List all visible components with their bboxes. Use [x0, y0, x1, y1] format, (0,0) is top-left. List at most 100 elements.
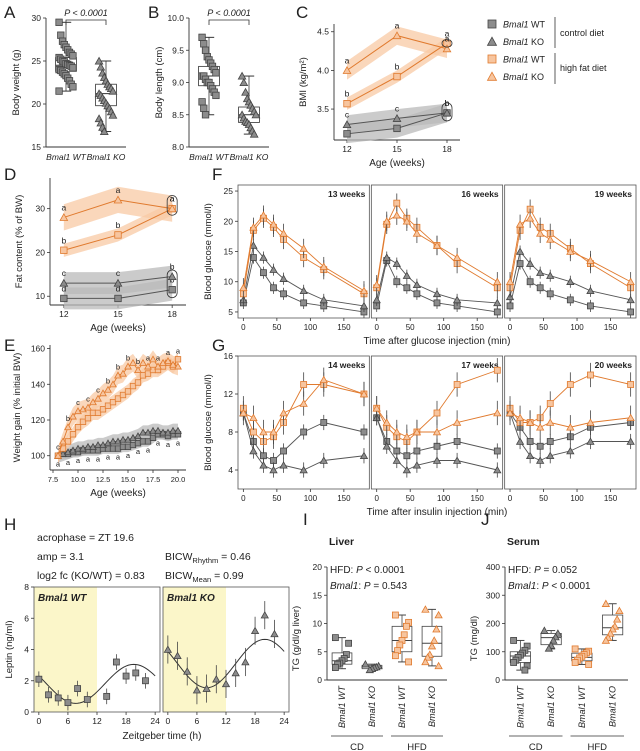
significance-letter: a [136, 447, 141, 456]
category-label: Bmal1 KO [367, 686, 377, 727]
data-point [45, 691, 52, 699]
y-tick-label: 10.0 [167, 13, 184, 23]
facet: 0 50 100 150 20 weeks [504, 355, 637, 503]
data-point [453, 438, 461, 445]
significance-letter: a [116, 185, 121, 195]
data-point [392, 259, 401, 267]
legend-group-label: control diet [560, 28, 605, 38]
data-point [493, 408, 502, 417]
panel-title: Liver [329, 536, 354, 548]
group-outline [166, 269, 178, 299]
data-point [331, 634, 339, 642]
y-tick-label: 9.5 [172, 45, 184, 55]
data-point [402, 622, 410, 630]
data-point [69, 412, 77, 420]
data-point [319, 456, 328, 464]
y-tick-label: 30 [36, 204, 46, 214]
x-tick-label: 15 [113, 309, 123, 319]
data-point [392, 427, 401, 436]
data-point [119, 369, 127, 377]
data-point [112, 658, 120, 666]
genotype-stat: Bmal1: P < 0.0001 [508, 581, 591, 592]
x-tick-label: 18 [442, 144, 452, 154]
y-tick-label: 160 [31, 344, 45, 354]
data-point [393, 199, 401, 207]
y-tick-label: 10 [36, 291, 46, 301]
data-point [114, 294, 122, 303]
x-tick-label: 100 [437, 494, 451, 503]
data-point [571, 645, 579, 653]
data-point [319, 295, 328, 304]
x-tick-label: 0 [374, 323, 379, 332]
facet-frame [504, 184, 637, 319]
data-point [173, 651, 182, 659]
x-tick-label: 12 [59, 309, 69, 319]
panel-letter-a: A [4, 3, 16, 22]
data-point [432, 624, 441, 633]
data-point [169, 426, 177, 434]
data-point [134, 366, 142, 374]
y-tick-label: 15 [224, 247, 234, 257]
data-point [392, 456, 401, 464]
significance-letter: b [61, 235, 66, 245]
data-point [493, 366, 501, 374]
data-point [319, 262, 328, 270]
data-point [361, 660, 370, 668]
data-point [412, 280, 422, 289]
data-point [167, 272, 177, 281]
facet-title: Bmal1 KO [167, 593, 215, 604]
facet: 0 6 12 18 24 Bmal1 KO [162, 586, 290, 726]
y-tick-label: 8.0 [172, 142, 184, 152]
genotype-stat: Bmal1: P = 0.543 [330, 581, 407, 592]
data-point [393, 278, 401, 286]
data-point [546, 290, 554, 298]
data-point [432, 289, 442, 298]
hfd-stat: HFD: P < 0.0001 [330, 565, 405, 576]
panel-i: Liver HFD: P < 0.0001 Bmal1: P = 0.543 0 5 10… [291, 536, 447, 751]
data-point [393, 124, 401, 133]
data-point [402, 217, 412, 225]
data-point [109, 437, 117, 445]
y-axis-title: TG (g/dl/g liver) [291, 606, 302, 671]
data-point [249, 129, 259, 138]
significance-letter: a [146, 445, 151, 454]
y-tick-label: 6 [24, 613, 29, 623]
data-point [251, 110, 261, 119]
data-point [413, 290, 421, 298]
data-point [144, 370, 152, 377]
data-point [372, 295, 381, 304]
data-point [396, 641, 404, 649]
data-point [259, 427, 268, 436]
data-point [345, 639, 353, 647]
significance-letter: b [116, 220, 121, 230]
amplitude-stat: amp = 3.1 [37, 551, 84, 563]
x-tick-label: 50 [539, 494, 548, 503]
y-tick-label: 9.0 [172, 78, 184, 88]
y-tick-label: 400 [486, 562, 500, 572]
x-tick-label: 12 [92, 716, 102, 726]
data-point [142, 677, 149, 685]
facet-title: 17 weeks [461, 360, 499, 370]
data-point [393, 72, 401, 81]
data-point [109, 398, 117, 406]
significance-letter: a [395, 21, 400, 31]
data-point [626, 295, 635, 304]
data-point [546, 438, 554, 445]
data-point [382, 217, 391, 225]
y-tick-label: 20 [36, 247, 46, 257]
data-point [587, 302, 594, 310]
data-point [586, 286, 595, 295]
significance-letter: b [170, 262, 175, 272]
data-point [536, 442, 544, 450]
group-outline [166, 195, 178, 216]
group-label: CD [350, 742, 364, 751]
y-axis-title: BMI (kg/m²) [298, 57, 309, 107]
data-point [99, 127, 109, 136]
x-tick-label: 12 [342, 144, 352, 154]
data-point [114, 231, 122, 239]
data-point [149, 426, 157, 434]
data-point [546, 235, 555, 243]
data-point [279, 408, 288, 417]
data-point [342, 120, 352, 129]
significance-letter: c [345, 110, 350, 120]
